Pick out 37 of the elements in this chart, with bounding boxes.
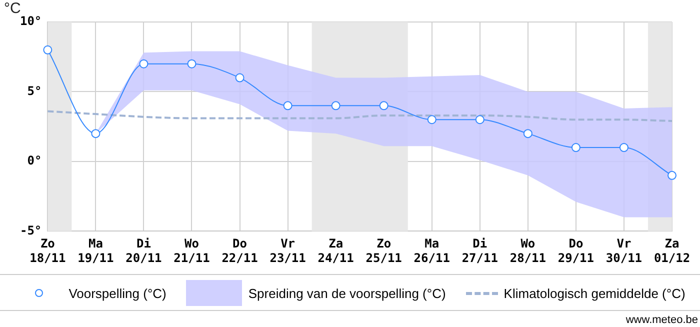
y-tick-label: 10° [20, 14, 42, 28]
y-axis-title: °C [4, 0, 21, 17]
point [379, 101, 388, 110]
y-tick-label: 0° [27, 154, 42, 168]
point [235, 73, 244, 82]
point [187, 59, 196, 68]
x-tick-label: Ma 19/11 [78, 236, 114, 265]
x-tick-label: Di 27/11 [462, 236, 498, 265]
legend-label: Klimatologisch gemiddelde (°C) [504, 286, 686, 300]
x-tick-label: Do 29/11 [558, 236, 594, 265]
point [427, 115, 436, 124]
point [283, 101, 292, 110]
x-tick-label: Za 01/12 [654, 236, 690, 265]
y-tick-label: -5° [20, 223, 42, 238]
point [43, 45, 52, 54]
x-tick-label: Wo 28/11 [510, 236, 546, 265]
legend-label: Voorspelling (°C) [68, 286, 166, 300]
x-tick-label: Zo 18/11 [30, 236, 66, 265]
x-tick-label: Vr 23/11 [270, 236, 306, 265]
point [139, 59, 148, 68]
x-tick-label: Wo 21/11 [174, 236, 210, 265]
point [475, 115, 484, 124]
point [91, 129, 100, 138]
point [668, 170, 676, 180]
text: www.meteo.be [626, 314, 698, 326]
point [523, 129, 532, 138]
text: Spreiding van de voorspelling (°C) [248, 286, 446, 300]
point [331, 101, 340, 110]
x-tick-label: Do 22/11 [222, 236, 258, 265]
x-tick-label: Ma 26/11 [414, 236, 450, 265]
point [571, 143, 580, 152]
x-tick-label: Za 24/11 [318, 236, 354, 265]
x-tick-label: Di 20/11 [126, 236, 162, 265]
y-tick-label: 5° [27, 84, 42, 98]
x-tick-label: Vr 30/11 [606, 236, 642, 265]
point [619, 143, 628, 152]
x-tick-label: Zo 25/11 [366, 236, 402, 265]
